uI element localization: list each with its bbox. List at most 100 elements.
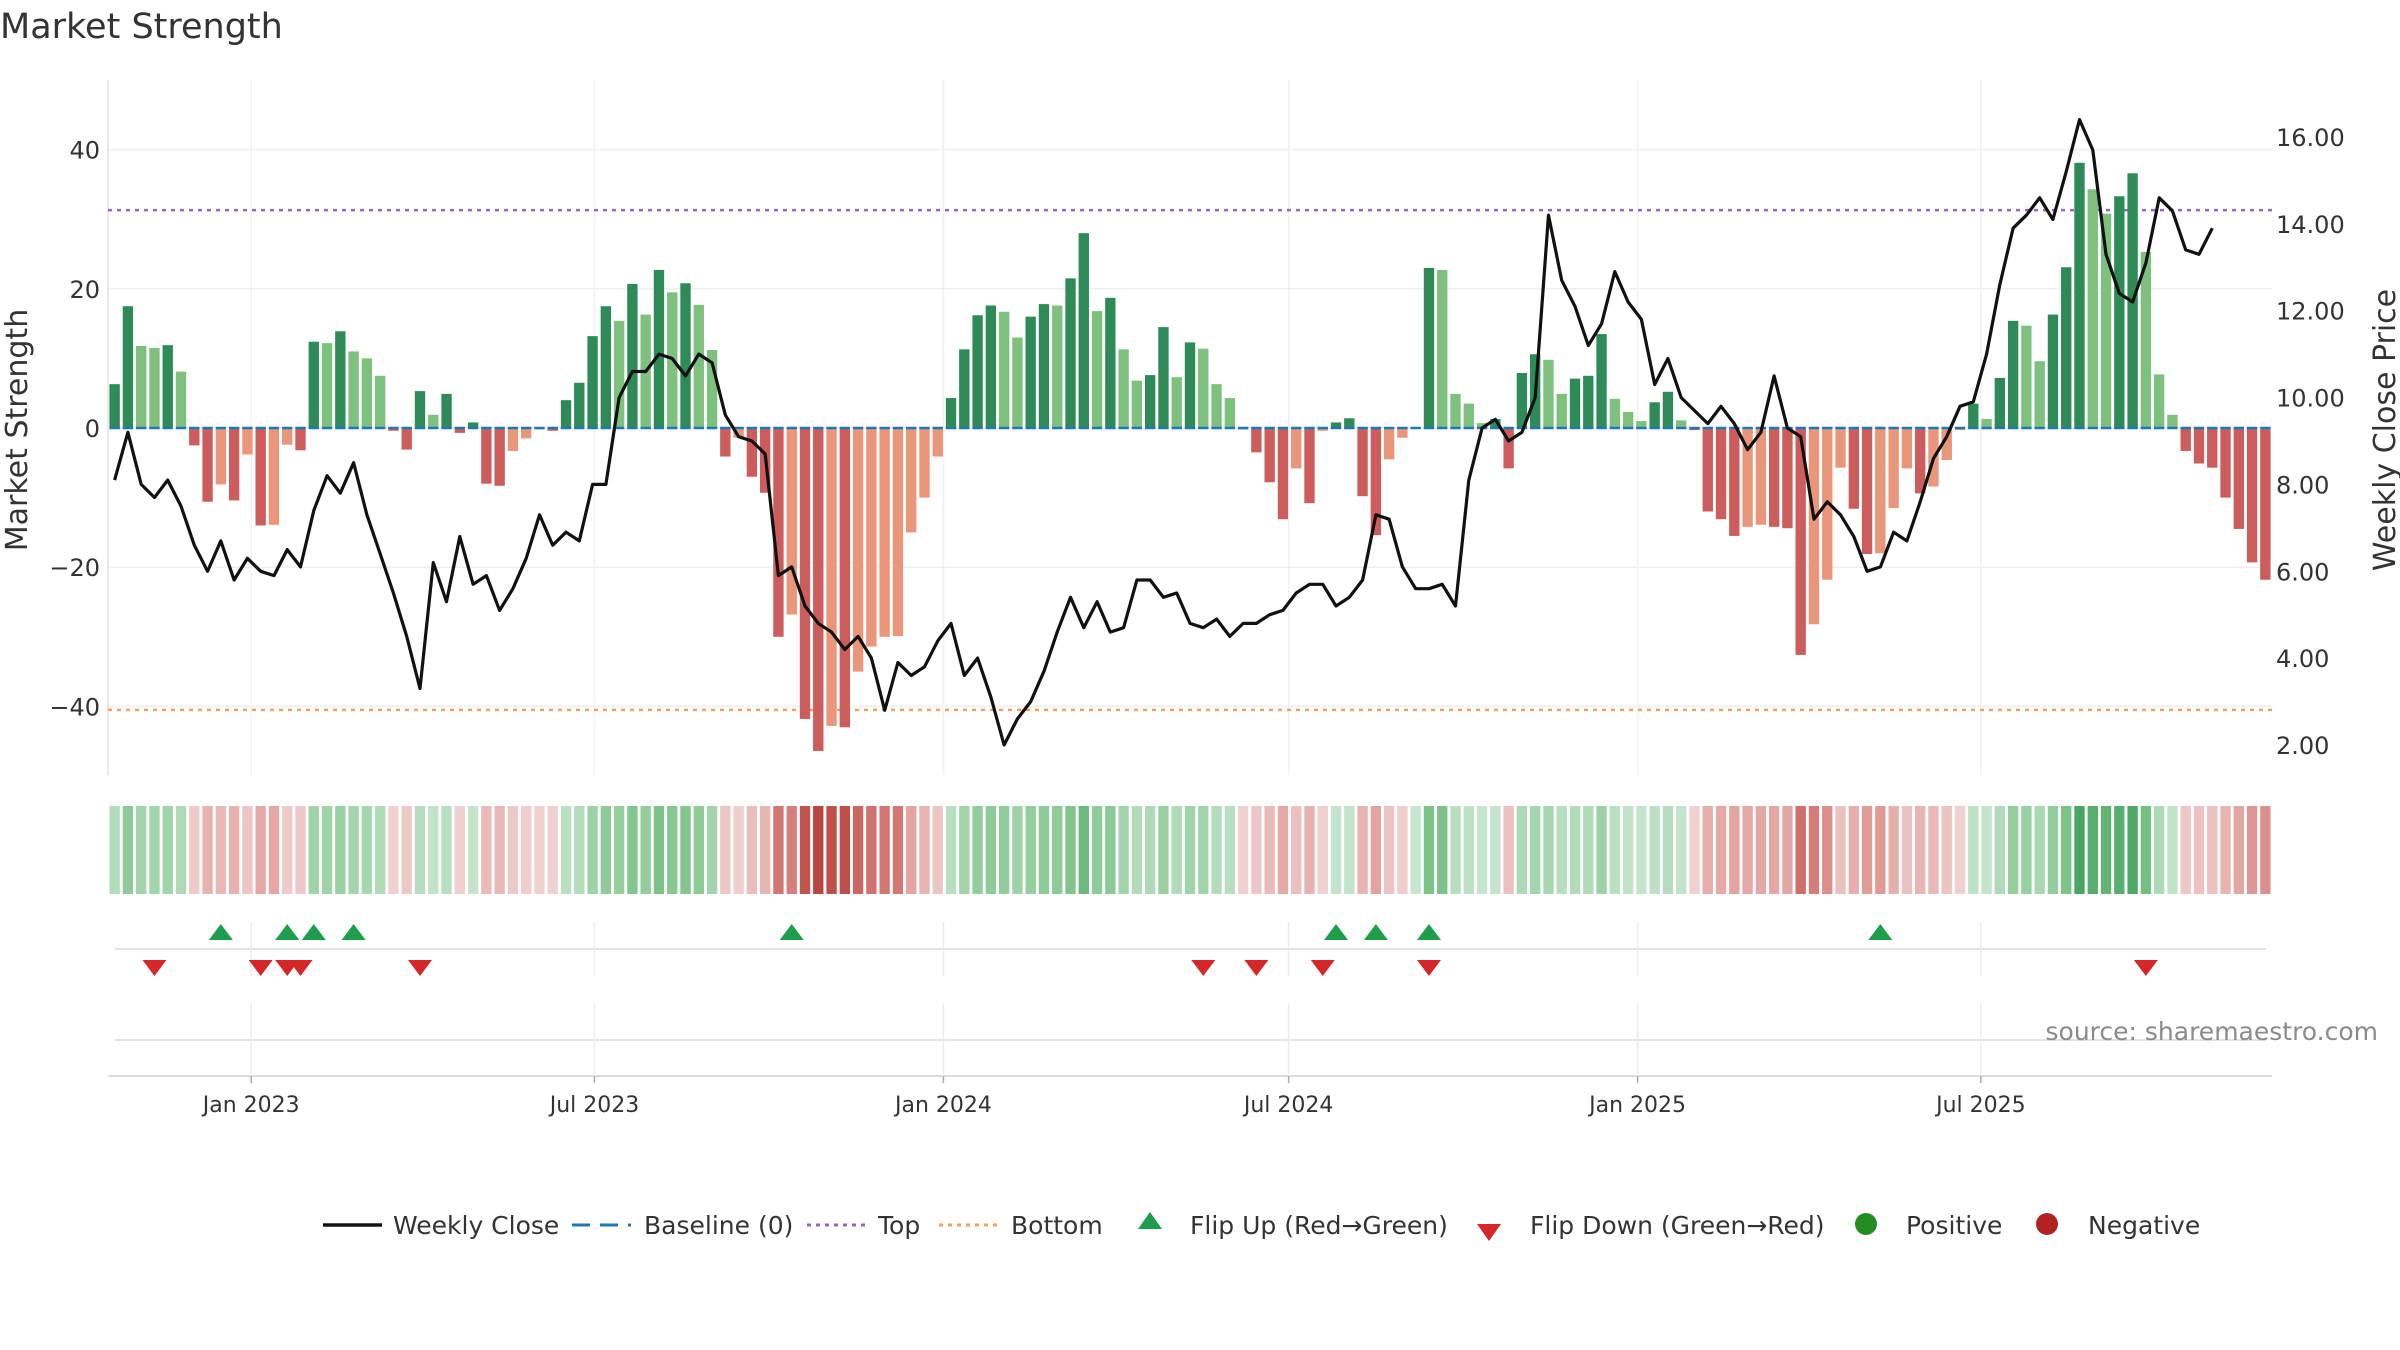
strength-bar xyxy=(1317,428,1328,431)
heat-cell xyxy=(521,806,532,894)
heat-cell xyxy=(1530,806,1541,894)
heat-cell xyxy=(1715,806,1727,894)
strength-bar xyxy=(122,306,134,428)
heat-cell xyxy=(1808,806,1820,894)
strength-bar xyxy=(1211,384,1222,428)
strength-bar xyxy=(2047,314,2059,428)
heat-cell xyxy=(1968,806,1979,894)
heat-cell xyxy=(2207,806,2218,894)
heat-cell xyxy=(1317,806,1328,894)
heat-cell xyxy=(1596,806,1607,894)
heat-cell xyxy=(1038,806,1050,894)
flip-up-marker xyxy=(275,924,300,940)
heat-cell xyxy=(1901,806,1913,894)
right-tick-label: 10.00 xyxy=(2276,385,2345,413)
strength-bar xyxy=(388,428,399,431)
strength-bar xyxy=(998,311,1010,428)
strength-bar xyxy=(255,428,266,526)
strength-bar xyxy=(1861,428,1873,554)
strength-bar xyxy=(2246,428,2258,563)
strength-bar xyxy=(1569,378,1581,428)
strength-bar xyxy=(2087,189,2098,428)
strength-bar xyxy=(1131,380,1143,428)
heat-cell xyxy=(2193,806,2205,894)
flip-up-marker xyxy=(208,924,233,940)
heat-cell xyxy=(1888,806,1899,894)
heat-cell xyxy=(1676,806,1687,894)
heat-cell xyxy=(1450,806,1461,894)
heat-cell xyxy=(640,806,651,894)
strength-bar xyxy=(1715,428,1727,520)
strength-bar xyxy=(706,350,718,428)
heat-cell xyxy=(441,806,452,894)
heat-cell xyxy=(1304,806,1315,894)
heat-cell xyxy=(2233,806,2244,894)
heat-cell xyxy=(175,806,187,894)
heat-cell xyxy=(1237,806,1249,894)
heat-cell xyxy=(1091,806,1103,894)
right-tick-label: 4.00 xyxy=(2276,645,2329,673)
heat-cell xyxy=(1702,806,1713,894)
strength-bar xyxy=(2140,251,2152,428)
strength-bar xyxy=(653,270,665,428)
strength-bar xyxy=(786,428,797,615)
strength-bar xyxy=(1025,316,1036,428)
strength-bar xyxy=(202,428,213,502)
strength-bar xyxy=(1583,375,1594,428)
strength-bar xyxy=(428,414,439,428)
strength-bar xyxy=(454,428,465,433)
strength-bar xyxy=(813,428,824,751)
flip-up-marker xyxy=(1868,924,1893,940)
legend-flip-down-icon xyxy=(1477,1224,1501,1241)
strength-bar xyxy=(1662,391,1674,428)
strength-bar xyxy=(2007,320,2019,428)
heat-cell xyxy=(2127,806,2138,894)
right-tick-label: 12.00 xyxy=(2276,298,2345,326)
strength-bar xyxy=(149,347,160,428)
strength-bar xyxy=(361,358,373,428)
heat-cell xyxy=(1689,806,1700,894)
strength-bar xyxy=(189,428,200,446)
legend-bottom: Bottom xyxy=(1011,1211,1103,1240)
heat-cell xyxy=(932,806,943,894)
heat-cell xyxy=(388,806,399,894)
heat-cell xyxy=(759,806,771,894)
heat-cell xyxy=(295,806,306,894)
heat-cell xyxy=(1437,806,1448,894)
strength-bar xyxy=(175,371,187,428)
left-tick-label: −20 xyxy=(49,554,100,582)
heat-cell xyxy=(1397,806,1408,894)
strength-bar xyxy=(308,341,319,428)
heat-cell xyxy=(945,806,957,894)
strength-bar xyxy=(2114,196,2125,428)
strength-bar xyxy=(467,422,479,428)
strength-bar xyxy=(1463,403,1474,428)
strength-bar xyxy=(1091,311,1103,428)
strength-bar xyxy=(1118,349,1129,428)
strength-bar xyxy=(1742,428,1753,527)
strength-bar xyxy=(136,345,147,428)
reference-lines xyxy=(108,208,2272,712)
strength-bar xyxy=(826,428,837,726)
strength-bar xyxy=(1981,418,1992,428)
strength-bar xyxy=(2193,428,2205,464)
heat-cell xyxy=(866,806,877,894)
heat-cell xyxy=(414,806,426,894)
heat-cell xyxy=(879,806,890,894)
date-tick-label: Jul 2025 xyxy=(1934,1093,2026,1118)
strength-bar xyxy=(1105,297,1116,428)
heat-cell xyxy=(1822,806,1833,894)
legend: Weekly Close Baseline (0) Top Bottom Fli… xyxy=(323,1211,2200,1241)
heat-cell xyxy=(826,806,837,894)
heat-cell xyxy=(2220,806,2231,894)
flip-down-marker xyxy=(248,960,273,976)
heat-cell xyxy=(1861,806,1873,894)
heat-cell xyxy=(374,806,386,894)
flip-down-marker xyxy=(407,960,432,976)
heat-cell xyxy=(1954,806,1966,894)
heat-cell xyxy=(1729,806,1740,894)
strength-bar xyxy=(1144,375,1156,428)
heat-cell xyxy=(2034,806,2045,894)
strength-bar xyxy=(215,428,227,485)
